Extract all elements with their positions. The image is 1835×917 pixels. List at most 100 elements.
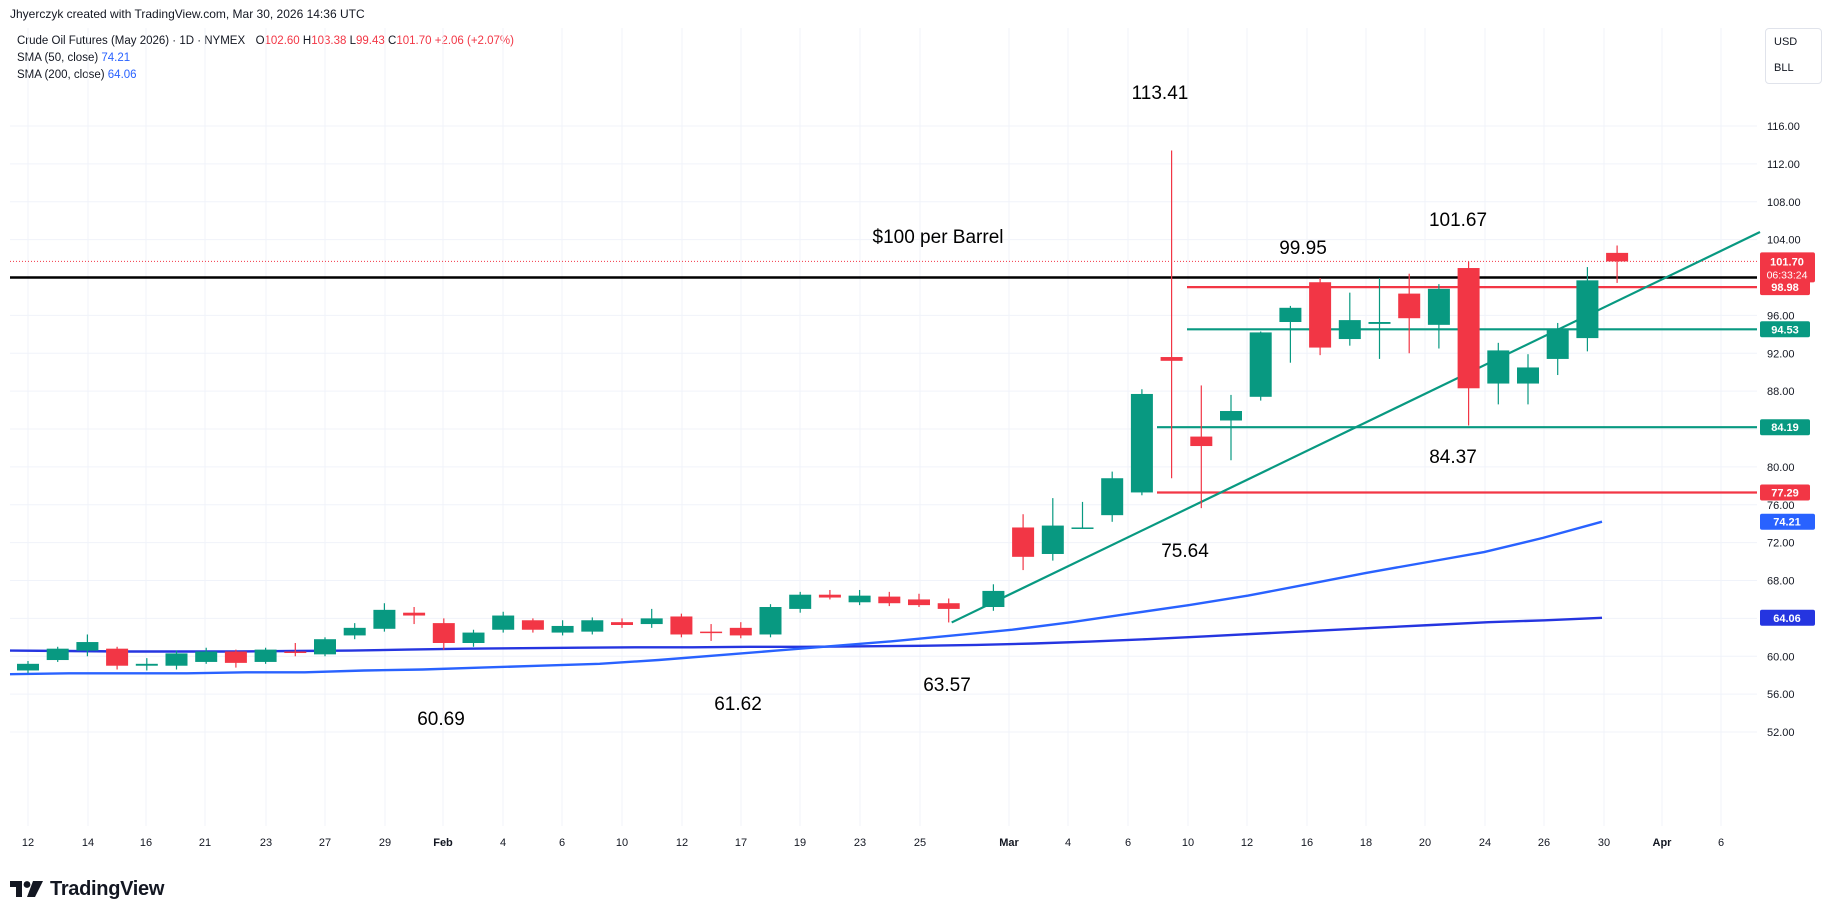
x-tick-label: 21 bbox=[199, 837, 211, 849]
candle[interactable] bbox=[1279, 305, 1302, 363]
candle-body bbox=[1457, 268, 1480, 389]
candle[interactable] bbox=[878, 591, 901, 607]
price-tag-77.29: 77.29 bbox=[1760, 484, 1810, 501]
sma200-line[interactable] bbox=[9, 616, 1603, 653]
candle[interactable] bbox=[937, 598, 960, 623]
candle[interactable] bbox=[76, 634, 99, 657]
candle[interactable] bbox=[982, 584, 1005, 611]
candle[interactable] bbox=[254, 647, 277, 664]
x-tick-label: 18 bbox=[1360, 837, 1372, 849]
price-tag-bg bbox=[1760, 279, 1810, 296]
candle[interactable] bbox=[908, 593, 930, 608]
legend-sma50-row[interactable]: SMA (50, close) 74.21 bbox=[17, 50, 514, 67]
x-tick-label: 19 bbox=[794, 837, 806, 849]
candle[interactable] bbox=[551, 620, 574, 636]
candle[interactable] bbox=[848, 589, 871, 606]
candle-body bbox=[195, 651, 218, 662]
y-tick-label: 88.00 bbox=[1767, 386, 1795, 398]
price-tag-text: 101.70 bbox=[1770, 256, 1804, 268]
x-tick-label: 27 bbox=[319, 837, 331, 849]
candle-body bbox=[759, 607, 782, 635]
candle-body bbox=[1071, 527, 1094, 529]
x-tick-label: 24 bbox=[1479, 837, 1491, 849]
candle[interactable] bbox=[492, 611, 515, 633]
candle[interactable] bbox=[314, 637, 336, 657]
candle[interactable] bbox=[640, 608, 663, 628]
candles bbox=[17, 150, 1629, 674]
candle[interactable] bbox=[17, 660, 39, 674]
candle[interactable] bbox=[284, 642, 307, 657]
candle-body bbox=[670, 616, 693, 635]
x-tick-label: 20 bbox=[1419, 837, 1431, 849]
high-label: H bbox=[302, 35, 312, 47]
tradingview-logo-icon bbox=[10, 881, 43, 897]
candle[interactable] bbox=[729, 622, 752, 639]
candle[interactable] bbox=[224, 649, 247, 668]
candle[interactable] bbox=[1071, 501, 1094, 529]
candle[interactable] bbox=[195, 647, 218, 664]
price-tag-bg bbox=[1760, 321, 1810, 338]
price-tag-text: 64.06 bbox=[1773, 613, 1801, 625]
candle[interactable] bbox=[611, 618, 633, 628]
candle[interactable] bbox=[135, 658, 158, 671]
candle[interactable] bbox=[700, 624, 723, 641]
candle[interactable] bbox=[46, 646, 69, 662]
high-value: 103.38 bbox=[311, 35, 347, 47]
candle[interactable] bbox=[670, 613, 693, 638]
currency-unit-box[interactable]: USD BLL bbox=[1765, 28, 1822, 84]
candle[interactable] bbox=[1220, 394, 1242, 461]
candle-body bbox=[1220, 411, 1242, 421]
candle[interactable] bbox=[1101, 471, 1124, 522]
price-tag-text: 98.98 bbox=[1771, 282, 1799, 294]
candle[interactable] bbox=[1368, 277, 1391, 359]
x-tick-label: 26 bbox=[1538, 837, 1550, 849]
candle[interactable] bbox=[1338, 292, 1361, 346]
x-tick-label: 16 bbox=[1301, 837, 1313, 849]
x-tick-label: Mar bbox=[999, 837, 1019, 849]
candle-body bbox=[1041, 525, 1064, 554]
candle-body bbox=[551, 625, 574, 633]
candle[interactable] bbox=[818, 589, 841, 600]
candle[interactable] bbox=[1487, 342, 1510, 405]
candle[interactable] bbox=[343, 623, 366, 640]
candle[interactable] bbox=[1606, 245, 1629, 283]
candle[interactable] bbox=[1427, 284, 1450, 349]
candle[interactable] bbox=[1160, 150, 1183, 479]
candle[interactable] bbox=[165, 650, 188, 670]
sma50-line[interactable] bbox=[9, 520, 1603, 676]
candle[interactable] bbox=[106, 646, 129, 670]
candle[interactable] bbox=[1457, 261, 1480, 426]
x-tick-label: Apr bbox=[1653, 837, 1673, 849]
candle[interactable] bbox=[1012, 514, 1035, 571]
legend-sma200-row[interactable]: SMA (200, close) 64.06 bbox=[17, 67, 514, 84]
candle[interactable] bbox=[1041, 498, 1064, 561]
candle[interactable] bbox=[1309, 277, 1332, 356]
candle-body bbox=[1190, 436, 1213, 447]
candle[interactable] bbox=[581, 617, 604, 635]
candle-body bbox=[521, 620, 544, 630]
candle[interactable] bbox=[1517, 354, 1539, 405]
candle[interactable] bbox=[1190, 385, 1213, 509]
candle[interactable] bbox=[432, 618, 455, 650]
candle[interactable] bbox=[1398, 273, 1421, 354]
attribution: Jhyerczyk created with TradingView.com, … bbox=[10, 7, 365, 21]
trendline[interactable] bbox=[951, 231, 1761, 624]
candle[interactable] bbox=[759, 604, 782, 638]
symbol-title[interactable]: Crude Oil Futures (May 2026) · 1D · NYME… bbox=[17, 35, 246, 47]
candle[interactable] bbox=[521, 618, 544, 633]
candle[interactable] bbox=[1576, 267, 1599, 352]
candle-body bbox=[818, 594, 841, 598]
annotation-label: 84.37 bbox=[1429, 447, 1477, 468]
x-tick-label: 12 bbox=[22, 837, 34, 849]
brand-logo[interactable]: TradingView bbox=[10, 876, 164, 902]
candle-body bbox=[1279, 307, 1302, 323]
candle[interactable] bbox=[1130, 389, 1153, 496]
brand-name: TradingView bbox=[50, 877, 165, 900]
candle[interactable] bbox=[789, 591, 812, 613]
candle[interactable] bbox=[1546, 322, 1569, 376]
candle[interactable] bbox=[373, 603, 396, 632]
candle[interactable] bbox=[462, 629, 485, 647]
candle[interactable] bbox=[403, 607, 426, 625]
candle[interactable] bbox=[1249, 331, 1272, 401]
